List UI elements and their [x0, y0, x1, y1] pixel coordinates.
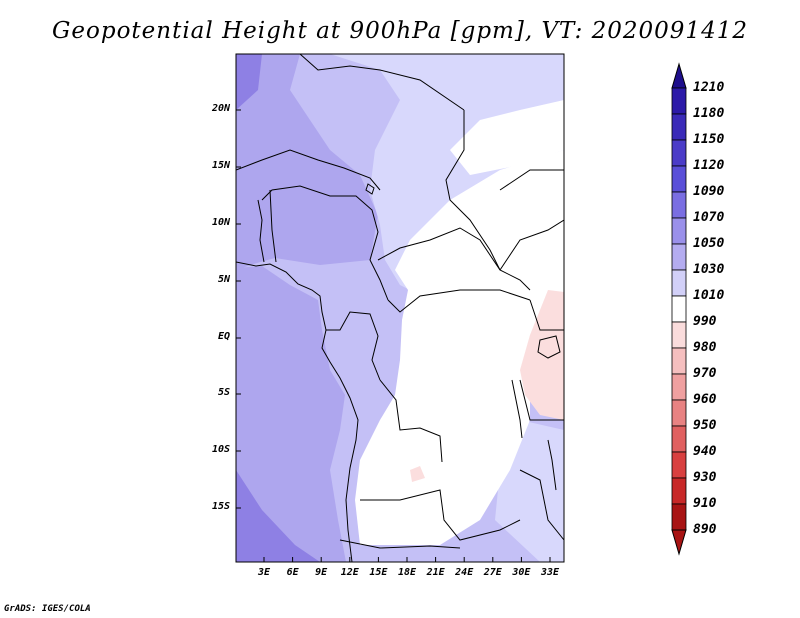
colorbar-bin	[671, 451, 687, 479]
border-car	[377, 227, 531, 291]
axis-ticks	[236, 109, 551, 562]
colorbar-bin	[671, 373, 687, 401]
country-borders	[236, 54, 564, 562]
border-drc-west	[379, 379, 443, 463]
field-1070-nw	[236, 54, 262, 110]
border-chad-sudan	[445, 110, 501, 271]
border-north-sahel	[299, 54, 465, 111]
lon-label-15e: 15E	[369, 567, 388, 578]
lake-malawi	[547, 439, 557, 491]
colorbar-label-940: 940	[693, 444, 717, 459]
colorbar-bin	[671, 217, 687, 245]
grads-credit: GrADS: IGES/COLA	[4, 604, 91, 614]
colorbar-bin	[671, 113, 687, 141]
border-tanzania	[519, 379, 564, 421]
border-mali-niger	[236, 149, 381, 191]
lon-label-24e: 24E	[455, 567, 474, 578]
lon-label-18e: 18E	[397, 567, 417, 578]
field-1050-atlantic	[236, 266, 346, 562]
colorbar-label-1180: 1180	[693, 106, 725, 121]
border-west-states	[257, 189, 277, 263]
colorbar-bin	[671, 321, 687, 349]
lon-label-27e: 27E	[483, 567, 502, 578]
map-frame	[235, 53, 565, 563]
colorbar-label-1070: 1070	[693, 210, 725, 225]
colorbar-label-980: 980	[693, 340, 717, 355]
lake-victoria	[537, 335, 561, 359]
colorbar-bottom-arrow	[671, 529, 687, 556]
colorbar-bin	[671, 243, 687, 271]
border-drc-north	[387, 289, 531, 313]
colorbar-label-1120: 1120	[693, 158, 725, 173]
coastline-west-africa	[236, 261, 359, 562]
colorbar-bin	[671, 477, 687, 505]
contour-fill-layer	[236, 54, 564, 562]
lat-label-10n: 10N	[211, 217, 230, 228]
border-uganda-kenya	[529, 299, 564, 331]
colorbar-bin	[671, 399, 687, 427]
lat-label-20n: 20N	[211, 103, 230, 114]
colorbar-label-970: 970	[693, 366, 717, 381]
lon-label-3e: 3E	[257, 567, 271, 578]
colorbar-bin	[671, 165, 687, 193]
field-990-northeast	[450, 100, 564, 175]
lake-tanganyika	[511, 379, 523, 439]
border-namibia	[339, 539, 461, 549]
chart-title: Geopotential Height at 900hPa [gpm], VT:…	[52, 18, 748, 44]
lon-label-6e: 6E	[286, 567, 299, 578]
lat-label-5s: 5S	[217, 387, 230, 398]
field-980-southpatch	[410, 466, 425, 482]
field-980-lakes	[520, 290, 564, 420]
colorbar-label-960: 960	[693, 392, 717, 407]
lat-label-5n: 5N	[217, 274, 230, 285]
lon-label-30e: 30E	[512, 567, 531, 578]
lon-label-12e: 12E	[340, 567, 359, 578]
lat-label-15s: 15S	[211, 501, 230, 512]
border-zambia-malawi	[519, 469, 564, 541]
colorbar-label-990: 990	[693, 314, 717, 329]
border-south-sudan	[499, 219, 564, 271]
colorbar-bin	[671, 87, 687, 115]
field-1070-sw	[236, 470, 320, 562]
colorbar-bin	[671, 139, 687, 167]
colorbar-bin	[671, 191, 687, 219]
colorbar-label-1090: 1090	[693, 184, 725, 199]
lat-label-eq: EQ	[217, 331, 230, 342]
colorbar-label-1010: 1010	[693, 288, 725, 303]
lat-label-10s: 10S	[211, 444, 230, 455]
border-ethiopia	[499, 169, 564, 191]
colorbar-label-890: 890	[693, 522, 717, 537]
colorbar-bin	[671, 425, 687, 453]
colorbar	[671, 62, 687, 556]
lon-label-21e: 21E	[426, 567, 445, 578]
colorbar-label-930: 930	[693, 470, 717, 485]
colorbar-top-arrow	[671, 62, 687, 89]
colorbar-label-1030: 1030	[693, 262, 725, 277]
colorbar-label-910: 910	[693, 496, 717, 511]
colorbar-bin	[671, 347, 687, 375]
border-nigeria	[261, 185, 389, 301]
border-gabon-congo	[326, 311, 381, 381]
colorbar-bin	[671, 295, 687, 323]
colorbar-bin	[671, 503, 687, 531]
colorbar-label-1150: 1150	[693, 132, 725, 147]
lon-label-33e: 33E	[540, 567, 560, 578]
field-990-central	[355, 150, 564, 545]
lon-label-9e: 9E	[315, 567, 328, 578]
colorbar-label-950: 950	[693, 418, 717, 433]
colorbar-bin	[671, 269, 687, 297]
colorbar-label-1050: 1050	[693, 236, 725, 251]
border-angola-zambia	[360, 489, 521, 541]
lake-chad	[365, 183, 375, 195]
lat-label-15n: 15N	[211, 160, 230, 171]
colorbar-label-1210: 1210	[693, 80, 725, 95]
